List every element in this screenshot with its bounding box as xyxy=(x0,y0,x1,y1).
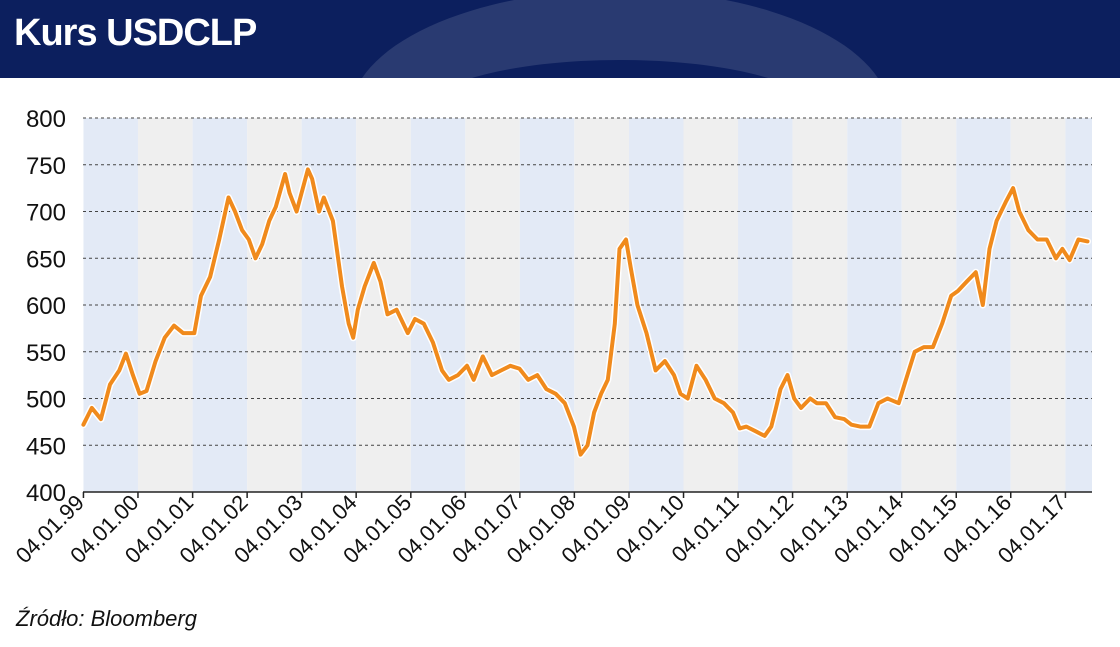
y-tick-label: 650 xyxy=(26,246,66,273)
chart-title: Kurs USDCLP xyxy=(14,12,257,54)
line-chart: 400 450 500 550 600 650 700 750 800 04.01.9904.0… xyxy=(11,106,1092,568)
y-tick-label: 800 xyxy=(26,106,66,133)
series-group xyxy=(79,165,1091,459)
y-axis-ticks: 400 450 500 550 600 650 700 750 800 xyxy=(26,106,66,507)
x-axis-ticks: 04.01.9904.01.0004.01.0104.01.0204.01.03… xyxy=(11,490,1071,568)
watermark-logo xyxy=(350,0,890,78)
year-band xyxy=(792,118,848,492)
year-band xyxy=(83,118,138,492)
year-band xyxy=(683,118,739,492)
y-tick-label: 600 xyxy=(26,293,66,320)
y-tick-label: 450 xyxy=(26,433,66,460)
year-band xyxy=(847,118,902,492)
y-tick-label: 400 xyxy=(26,480,66,507)
y-tick-label: 700 xyxy=(26,200,66,227)
year-band xyxy=(137,118,193,492)
y-tick-label: 750 xyxy=(26,153,66,180)
y-tick-label: 550 xyxy=(26,340,66,367)
header-bar: Kurs USDCLP xyxy=(0,0,1120,78)
series-line xyxy=(81,167,1090,457)
year-band xyxy=(247,118,302,492)
source-note: Źródło: Bloomberg xyxy=(16,606,197,631)
y-tick-label: 500 xyxy=(26,387,66,414)
